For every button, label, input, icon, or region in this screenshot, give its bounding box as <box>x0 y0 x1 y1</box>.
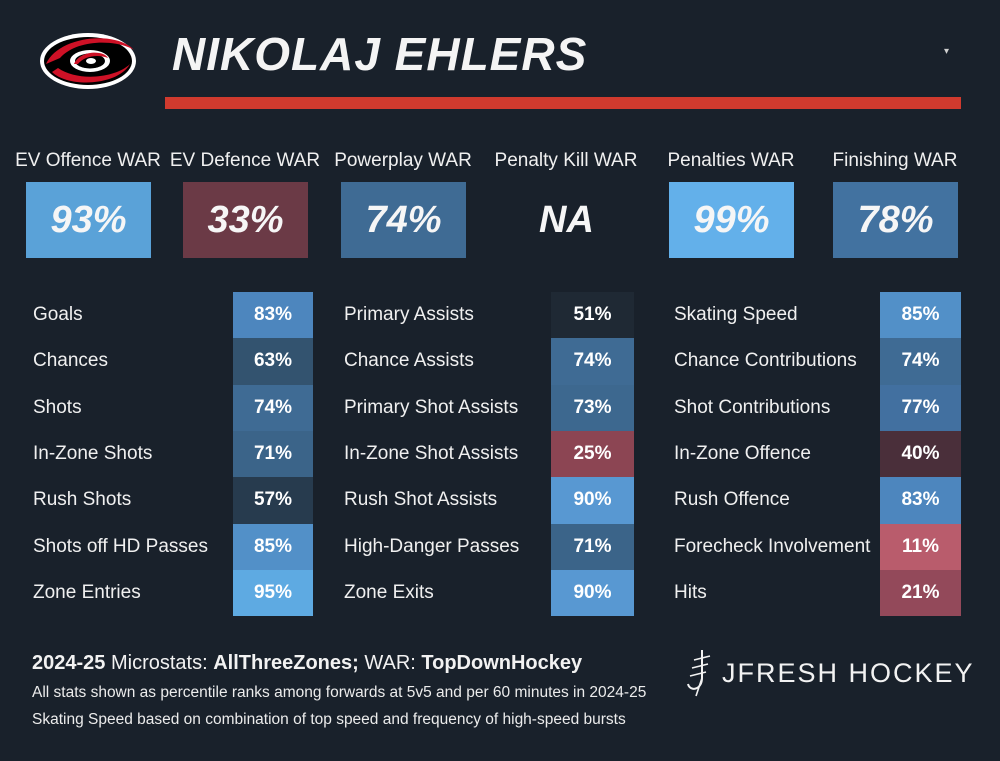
stat-label: In-Zone Shots <box>33 443 153 464</box>
stat-percentile: 83% <box>880 477 961 524</box>
title-underline <box>165 97 961 109</box>
war-value: NA <box>504 182 629 258</box>
stat-percentile: 57% <box>233 477 313 524</box>
stat-percentile: 90% <box>551 477 634 524</box>
war-value: 74% <box>341 182 466 258</box>
stat-percentile: 85% <box>880 292 961 338</box>
stat-percentile: 63% <box>233 338 313 385</box>
stat-label: Shots off HD Passes <box>33 536 208 557</box>
data-sources: 2024-25 Microstats: AllThreeZones; WAR: … <box>32 650 582 676</box>
stat-percentile: 71% <box>551 524 634 570</box>
caret-down-icon[interactable]: ▾ <box>944 46 950 57</box>
stat-label: Primary Shot Assists <box>344 397 519 418</box>
stat-label: In-Zone Shot Assists <box>344 443 519 464</box>
war-label: EV Offence WAR <box>15 150 161 171</box>
war-source: TopDownHockey <box>421 652 583 674</box>
stat-label: Hits <box>674 582 707 603</box>
war-value: 78% <box>833 182 958 258</box>
stat-percentile: 40% <box>880 431 961 477</box>
stat-label: Goals <box>33 304 83 325</box>
stat-percentile: 90% <box>551 570 634 616</box>
stat-percentile: 74% <box>233 385 313 431</box>
stat-label: Chances <box>33 350 108 371</box>
stat-label: High-Danger Passes <box>344 536 520 557</box>
stat-label: Primary Assists <box>344 304 474 325</box>
stat-label: Zone Exits <box>344 582 434 603</box>
player-name: NIKOLAJ EHLERS <box>172 28 588 80</box>
season-label: 2024-25 <box>32 652 106 674</box>
war-label: EV Defence WAR <box>169 150 321 171</box>
stat-label: Forecheck Involvement <box>674 536 871 557</box>
war-value: 33% <box>183 182 308 258</box>
stat-label: Shot Contributions <box>674 397 831 418</box>
stat-percentile: 77% <box>880 385 961 431</box>
war-source-label: WAR: <box>358 652 422 674</box>
stat-percentile: 85% <box>233 524 313 570</box>
microstats-source: AllThreeZones; <box>213 652 359 674</box>
stat-percentile: 25% <box>551 431 634 477</box>
team-logo-icon <box>40 33 136 89</box>
stat-percentile: 21% <box>880 570 961 616</box>
war-label: Finishing WAR <box>832 150 958 171</box>
stat-percentile: 11% <box>880 524 961 570</box>
microstats-label: Microstats: <box>105 652 214 674</box>
footnote-skating: Skating Speed based on combination of to… <box>32 711 626 728</box>
stat-label: In-Zone Offence <box>674 443 811 464</box>
stat-percentile: 51% <box>551 292 634 338</box>
stat-percentile: 71% <box>233 431 313 477</box>
stat-label: Chance Assists <box>344 350 474 371</box>
stat-percentile: 74% <box>551 338 634 385</box>
war-label: Powerplay WAR <box>334 150 472 171</box>
war-value: 99% <box>669 182 794 258</box>
stat-percentile: 95% <box>233 570 313 616</box>
stat-label: Rush Shots <box>33 489 132 510</box>
war-label: Penalty Kill WAR <box>494 150 638 171</box>
footnote-percentile: All stats shown as percentile ranks amon… <box>32 684 647 701</box>
stat-percentile: 73% <box>551 385 634 431</box>
stat-percentile: 83% <box>233 292 313 338</box>
stat-label: Rush Shot Assists <box>344 489 498 510</box>
stat-label: Shots <box>33 397 82 418</box>
war-value: 93% <box>26 182 151 258</box>
jfresh-logo-icon <box>687 650 711 697</box>
stat-label: Zone Entries <box>33 582 141 603</box>
stat-percentile: 74% <box>880 338 961 385</box>
stat-label: Chance Contributions <box>674 350 857 371</box>
stat-label: Skating Speed <box>674 304 798 325</box>
brand-name: JFRESH HOCKEY <box>722 658 975 688</box>
war-label: Penalties WAR <box>667 150 795 171</box>
stat-label: Rush Offence <box>674 489 790 510</box>
